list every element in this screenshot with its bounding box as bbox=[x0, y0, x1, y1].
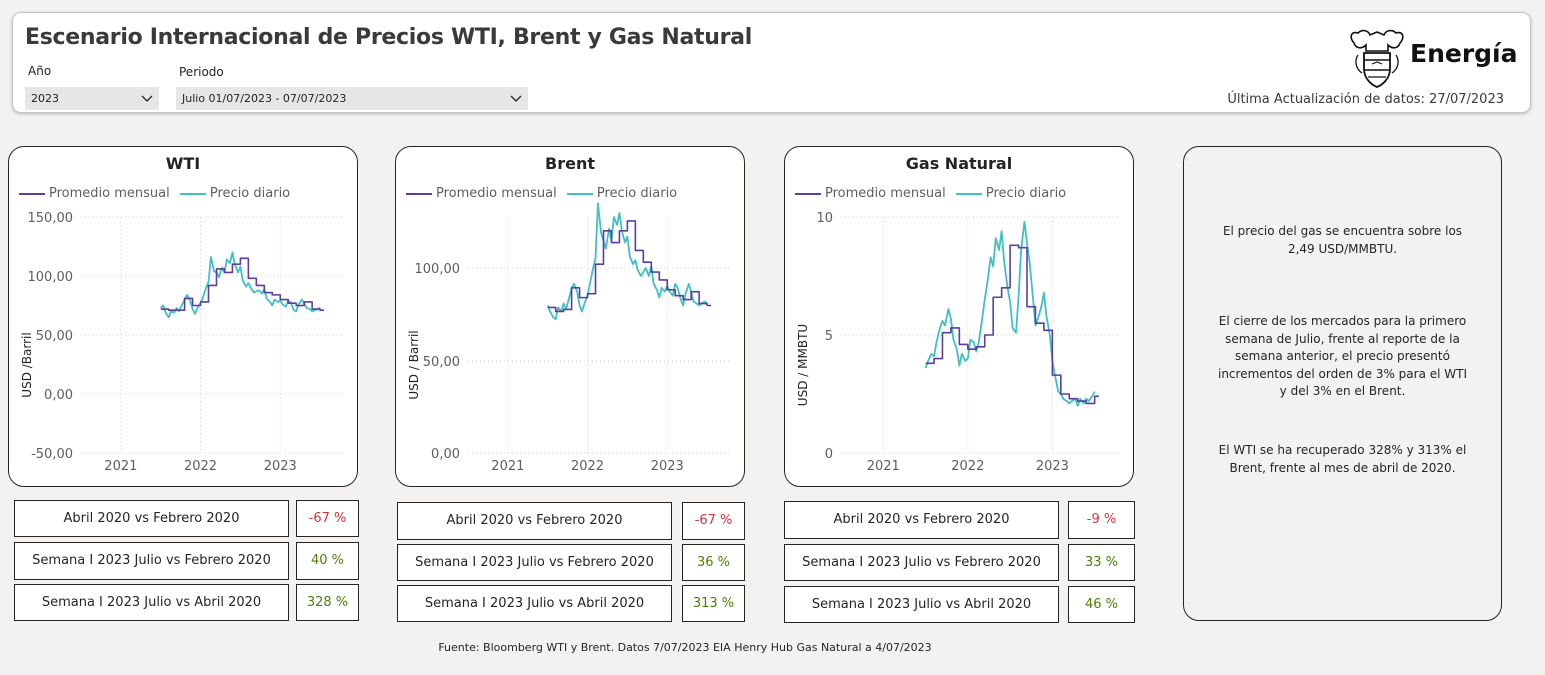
series-line-monthly-average bbox=[925, 244, 1099, 405]
chart-title: Brent bbox=[545, 154, 595, 173]
legend-swatch-monthly bbox=[795, 192, 821, 195]
legend-swatch-daily bbox=[179, 192, 206, 195]
last-update-text: Última Actualización de datos: 27/07/202… bbox=[1227, 92, 1504, 107]
coat-of-arms-icon bbox=[1350, 29, 1404, 88]
period-dropdown[interactable]: Julio 01/07/2023 - 07/07/2023 bbox=[176, 87, 528, 110]
chart-legend: Promedio mensual Precio diario bbox=[795, 186, 1072, 201]
brent-chart-card: Brent Promedio mensual Precio diario 100… bbox=[395, 146, 745, 487]
period-dropdown-value: Julio 01/07/2023 - 07/07/2023 bbox=[182, 92, 347, 105]
x-tick-label: 2022 bbox=[951, 459, 984, 474]
header-panel: Escenario Internacional de Precios WTI, … bbox=[12, 12, 1531, 113]
gas-comparison-value: -9 % bbox=[1068, 501, 1135, 539]
brent-comparison-label: Semana I 2023 Julio vs Febrero 2020 bbox=[397, 544, 672, 581]
gas-line-chart[interactable]: 10 5 0 2021 2022 2023 USD / MMBTU bbox=[785, 147, 1135, 488]
legend-label-monthly: Promedio mensual bbox=[825, 186, 946, 201]
legend-item-monthly[interactable]: Promedio mensual bbox=[795, 186, 946, 201]
series-line-daily-price bbox=[924, 220, 1096, 407]
y-tick-label: 0 bbox=[825, 447, 833, 462]
series-line-daily-price bbox=[546, 202, 708, 321]
x-tick-label: 2023 bbox=[651, 459, 684, 474]
brent-comparison-value: -67 % bbox=[682, 502, 745, 540]
x-tick-label: 2023 bbox=[264, 459, 297, 474]
y-axis-label: USD / MMBTU bbox=[796, 324, 810, 406]
y-tick-label: 100,00 bbox=[415, 262, 461, 277]
wti-comparison-value: -67 % bbox=[296, 500, 359, 537]
legend-swatch-monthly bbox=[406, 192, 432, 195]
x-tick-label: 2021 bbox=[491, 459, 524, 474]
wti-comparison-label: Abril 2020 vs Febrero 2020 bbox=[14, 500, 289, 537]
brand-logo: Energía bbox=[1348, 27, 1518, 89]
y-tick-label: -50,00 bbox=[31, 447, 73, 462]
y-tick-label: 150,00 bbox=[28, 211, 74, 226]
y-tick-label: 0,00 bbox=[431, 447, 460, 462]
series-line-monthly-average bbox=[547, 220, 712, 313]
legend-label-monthly: Promedio mensual bbox=[436, 186, 557, 201]
note-gas-price: El precio del gas se encuentra sobre los… bbox=[1222, 224, 1463, 256]
series-line-monthly-average bbox=[160, 257, 325, 312]
legend-label-monthly: Promedio mensual bbox=[49, 186, 170, 201]
year-dropdown[interactable]: 2023 bbox=[25, 87, 159, 110]
year-filter-label: Año bbox=[28, 64, 52, 78]
y-tick-label: 5 bbox=[825, 329, 833, 344]
wti-comparison-label: Semana I 2023 Julio vs Abril 2020 bbox=[14, 584, 289, 621]
y-axis-label: USD /Barril bbox=[20, 332, 34, 397]
legend-label-daily: Precio diario bbox=[209, 186, 291, 201]
chevron-down-icon bbox=[141, 87, 153, 118]
brent-line-chart[interactable]: 100,00 50,00 0,00 2021 2022 2023 USD / Barril bbox=[396, 147, 746, 488]
series-line-daily-price bbox=[160, 251, 321, 319]
legend-item-daily[interactable]: Precio diario bbox=[566, 186, 678, 201]
chart-title: WTI bbox=[165, 154, 201, 173]
legend-swatch-daily bbox=[566, 192, 593, 195]
legend-swatch-monthly bbox=[19, 192, 45, 195]
note-market-close: El cierre de los mercados para la primer… bbox=[1217, 314, 1468, 398]
y-axis-label: USD / Barril bbox=[407, 330, 421, 399]
x-tick-label: 2023 bbox=[1036, 459, 1069, 474]
legend-item-monthly[interactable]: Promedio mensual bbox=[19, 186, 170, 201]
gas-comparison-label: Semana I 2023 Julio vs Febrero 2020 bbox=[784, 544, 1059, 581]
note-recovery: El WTI se ha recuperado 328% y 313% el B… bbox=[1218, 443, 1467, 475]
chart-title: Gas Natural bbox=[905, 154, 1013, 173]
x-tick-label: 2022 bbox=[571, 459, 604, 474]
x-tick-label: 2021 bbox=[104, 459, 137, 474]
y-tick-label: 100,00 bbox=[28, 270, 74, 285]
wti-comparison-label: Semana I 2023 Julio vs Febrero 2020 bbox=[14, 542, 289, 580]
brand-name: Energía bbox=[1410, 39, 1518, 68]
chart-legend: Promedio mensual Precio diario bbox=[19, 186, 296, 201]
year-dropdown-value: 2023 bbox=[31, 92, 59, 105]
wti-comparison-value: 328 % bbox=[296, 584, 359, 621]
legend-label-daily: Precio diario bbox=[596, 186, 678, 201]
chevron-down-icon bbox=[510, 87, 522, 118]
brent-comparison-label: Semana I 2023 Julio vs Abril 2020 bbox=[397, 585, 672, 622]
source-footer: Fuente: Bloomberg WTI y Brent. Datos 7/0… bbox=[438, 641, 932, 654]
brent-comparison-value: 313 % bbox=[682, 585, 745, 622]
wti-comparison-value: 40 % bbox=[296, 542, 359, 580]
period-filter-label: Periodo bbox=[179, 65, 224, 79]
x-tick-label: 2022 bbox=[184, 459, 217, 474]
y-tick-label: 50,00 bbox=[423, 355, 460, 370]
gas-comparison-value: 33 % bbox=[1068, 544, 1135, 581]
legend-item-daily[interactable]: Precio diario bbox=[179, 186, 291, 201]
legend-item-daily[interactable]: Precio diario bbox=[955, 186, 1067, 201]
y-tick-label: 50,00 bbox=[36, 329, 73, 344]
chart-legend: Promedio mensual Precio diario bbox=[406, 186, 683, 201]
wti-line-chart[interactable]: 150,00 100,00 50,00 0,00 -50,00 2021 2022 2023 U… bbox=[9, 147, 359, 488]
legend-item-monthly[interactable]: Promedio mensual bbox=[406, 186, 557, 201]
gas-chart-card: Gas Natural Promedio mensual Precio diar… bbox=[784, 146, 1134, 487]
y-tick-label: 0,00 bbox=[44, 388, 73, 403]
notes-panel: El precio del gas se encuentra sobre los… bbox=[1183, 146, 1502, 621]
wti-chart-card: WTI Promedio mensual Precio diario 150,0… bbox=[8, 146, 358, 487]
legend-label-daily: Precio diario bbox=[985, 186, 1067, 201]
legend-swatch-daily bbox=[955, 192, 982, 195]
x-tick-label: 2021 bbox=[867, 459, 900, 474]
gas-comparison-label: Abril 2020 vs Febrero 2020 bbox=[784, 501, 1059, 539]
gas-comparison-value: 46 % bbox=[1068, 586, 1135, 623]
y-tick-label: 10 bbox=[816, 211, 833, 226]
brent-comparison-value: 36 % bbox=[682, 544, 745, 581]
page-title: Escenario Internacional de Precios WTI, … bbox=[25, 25, 752, 50]
gas-comparison-label: Semana I 2023 Julio vs Abril 2020 bbox=[784, 586, 1059, 623]
brent-comparison-label: Abril 2020 vs Febrero 2020 bbox=[397, 502, 672, 540]
